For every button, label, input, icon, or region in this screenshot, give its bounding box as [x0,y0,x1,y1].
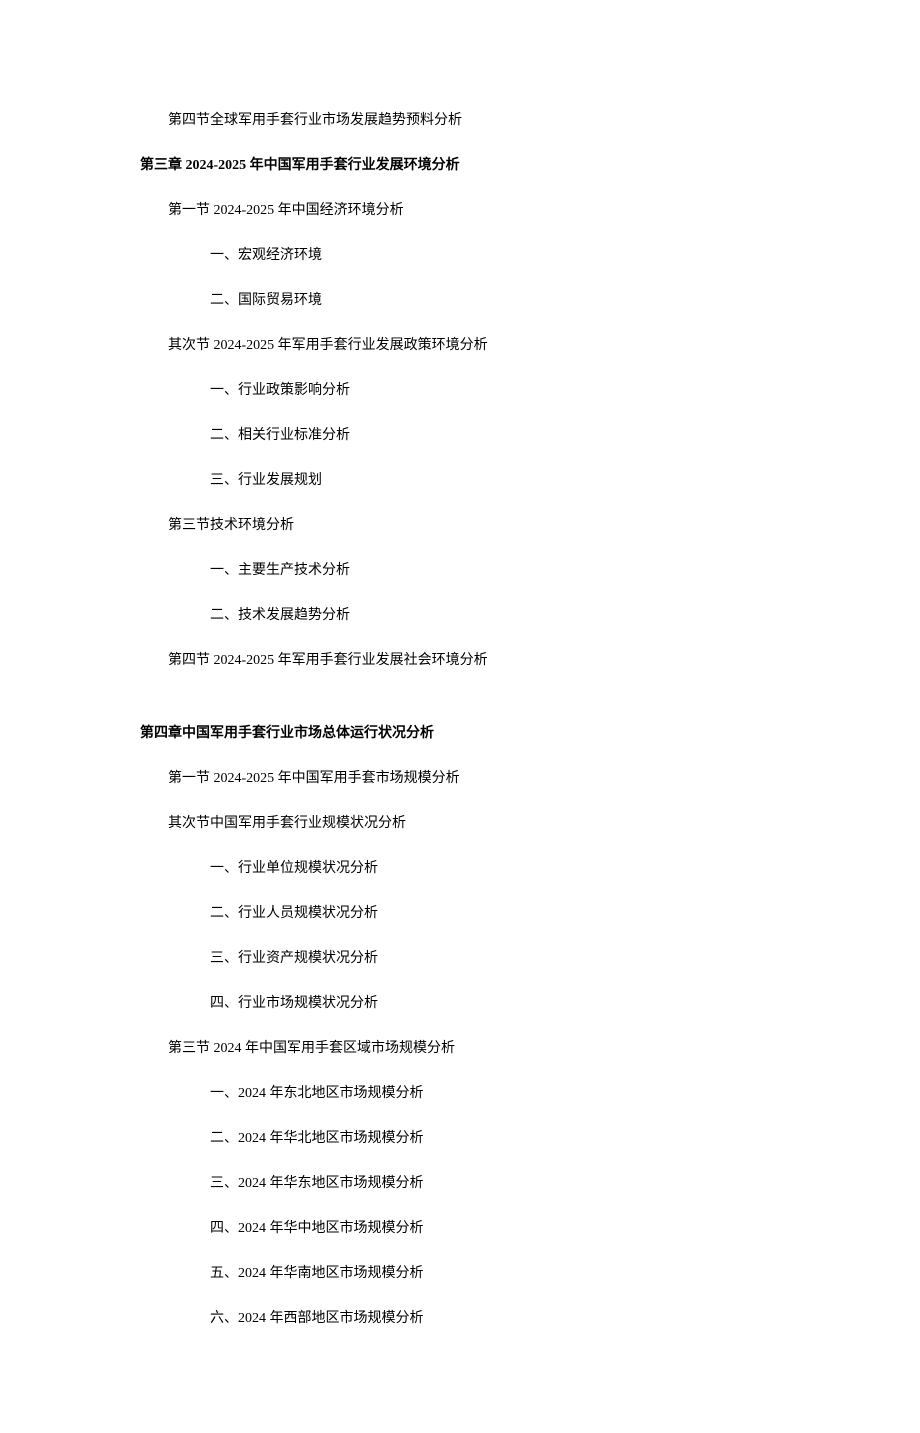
outline-item: 二、2024 年华北地区市场规模分析 [140,1128,780,1149]
outline-item: 二、行业人员规模状况分析 [140,903,780,924]
outline-item: 三、行业发展规划 [140,470,780,491]
outline-item: 第三节 2024 年中国军用手套区域市场规模分析 [140,1038,780,1059]
outline-item: 一、主要生产技术分析 [140,560,780,581]
outline-item: 二、相关行业标准分析 [140,425,780,446]
outline-item: 二、国际贸易环境 [140,290,780,311]
outline-item: 一、2024 年东北地区市场规模分析 [140,1083,780,1104]
outline-item: 第四节 2024-2025 年军用手套行业发展社会环境分析 [140,650,780,671]
outline-item: 一、行业单位规模状况分析 [140,858,780,879]
chapter-heading: 第四章中国军用手套行业市场总体运行状况分析 [140,723,780,744]
outline-item: 第一节 2024-2025 年中国经济环境分析 [140,200,780,221]
outline-item: 其次节 2024-2025 年军用手套行业发展政策环境分析 [140,335,780,356]
outline-item: 其次节中国军用手套行业规模状况分析 [140,813,780,834]
outline-item: 五、2024 年华南地区市场规模分析 [140,1263,780,1284]
outline-item: 第一节 2024-2025 年中国军用手套市场规模分析 [140,768,780,789]
document-page: 第四节全球军用手套行业市场发展趋势预料分析第三章 2024-2025 年中国军用… [0,0,920,1433]
outline-item: 二、技术发展趋势分析 [140,605,780,626]
outline-item: 一、宏观经济环境 [140,245,780,266]
outline-item: 第四节全球军用手套行业市场发展趋势预料分析 [140,110,780,131]
outline-item: 三、2024 年华东地区市场规模分析 [140,1173,780,1194]
outline-item: 第三节技术环境分析 [140,515,780,536]
outline-item: 四、2024 年华中地区市场规模分析 [140,1218,780,1239]
outline-item: 三、行业资产规模状况分析 [140,948,780,969]
outline-item: 四、行业市场规模状况分析 [140,993,780,1014]
outline-item: 六、2024 年西部地区市场规模分析 [140,1308,780,1329]
outline-item: 一、行业政策影响分析 [140,380,780,401]
outline-list: 第四节全球军用手套行业市场发展趋势预料分析第三章 2024-2025 年中国军用… [140,110,780,1329]
spacer [140,695,780,719]
chapter-heading: 第三章 2024-2025 年中国军用手套行业发展环境分析 [140,155,780,176]
